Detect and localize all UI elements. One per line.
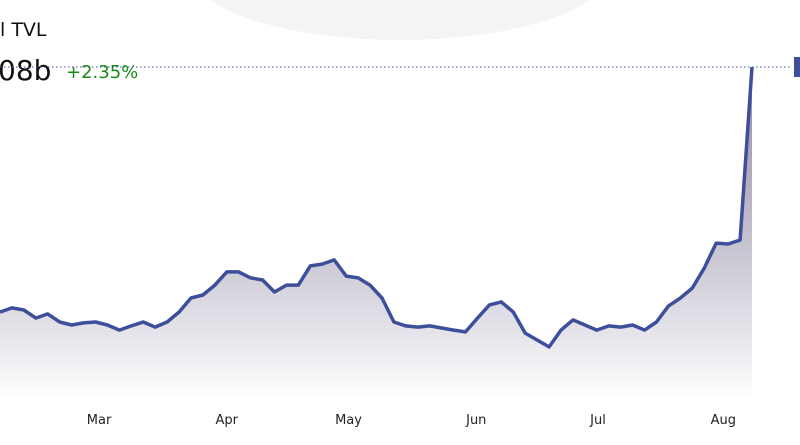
x-tick-label: Jun bbox=[465, 413, 486, 428]
line bbox=[0, 66, 754, 349]
x-tick-label: Jul bbox=[589, 413, 606, 428]
change-value: +2.35% bbox=[66, 62, 138, 83]
x-tick-label: Apr bbox=[216, 413, 239, 428]
area-fill bbox=[0, 67, 752, 400]
last-value-marker bbox=[794, 57, 800, 77]
x-tick-label: Aug bbox=[711, 413, 736, 428]
headline-value: 08b bbox=[0, 54, 51, 87]
x-tick-label: May bbox=[335, 413, 362, 428]
chart-title: l TVL bbox=[0, 19, 47, 41]
x-tick-label: Mar bbox=[87, 413, 112, 428]
background-glow bbox=[210, 0, 590, 40]
